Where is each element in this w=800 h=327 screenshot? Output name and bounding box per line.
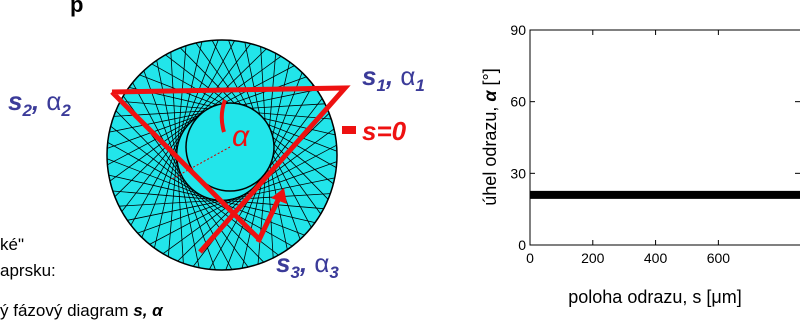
text-line: aprsku: — [0, 261, 56, 280]
x-tick-label: 0 — [526, 250, 534, 266]
chart: 0 30 60 90 0 200 400 600 poloha odrazu, s [μm] úh… — [480, 22, 800, 307]
point-label: s2, α2 — [8, 86, 71, 120]
ray — [106, 158, 305, 236]
normal — [169, 146, 231, 181]
ray — [108, 174, 316, 223]
ray — [162, 128, 335, 255]
point-label: s3, α3 — [276, 248, 339, 282]
s-zero-label: s=0 — [362, 116, 407, 146]
arrow-head — [271, 188, 287, 204]
ray — [156, 60, 200, 268]
y-tick-label: 30 — [510, 165, 526, 181]
text-line: ké" — [0, 235, 24, 254]
y-axis-title-symbol: α — [480, 90, 500, 102]
x-tick-label: 200 — [581, 250, 605, 266]
ray — [154, 41, 203, 249]
text-line: ý fázový diagram s, α — [0, 301, 164, 320]
x-axis-title: poloha odrazu, s [μm] — [568, 287, 741, 307]
ray — [149, 144, 337, 245]
ray — [115, 110, 265, 263]
ray — [141, 39, 219, 238]
ray — [127, 177, 335, 221]
ray — [137, 161, 337, 234]
ray — [167, 45, 187, 257]
angle-arc — [219, 99, 227, 133]
ray — [143, 70, 216, 270]
arrow — [255, 194, 283, 244]
x-tick-label: 600 — [707, 250, 731, 266]
y-axis-title-text: úhel odrazu, — [480, 102, 500, 206]
y-tick-label: 0 — [518, 237, 526, 253]
s-zero-marker — [342, 126, 356, 134]
alpha-label: α — [232, 120, 250, 153]
y-tick-label: 60 — [510, 94, 526, 110]
y-axis-title: úhel odrazu, α [°] — [480, 68, 500, 205]
point-label: s1, α1 — [362, 61, 425, 95]
ray — [114, 48, 267, 198]
ray-triangle — [110, 85, 351, 254]
x-tick-label: 400 — [644, 250, 668, 266]
y-axis-title-unit: [°] — [480, 68, 500, 90]
y-tick-label: 90 — [510, 22, 526, 38]
plot-frame — [529, 29, 800, 246]
ray — [130, 40, 235, 226]
ray — [107, 142, 293, 247]
heading: p — [70, 0, 83, 17]
ray — [118, 193, 331, 207]
ray — [121, 43, 252, 212]
